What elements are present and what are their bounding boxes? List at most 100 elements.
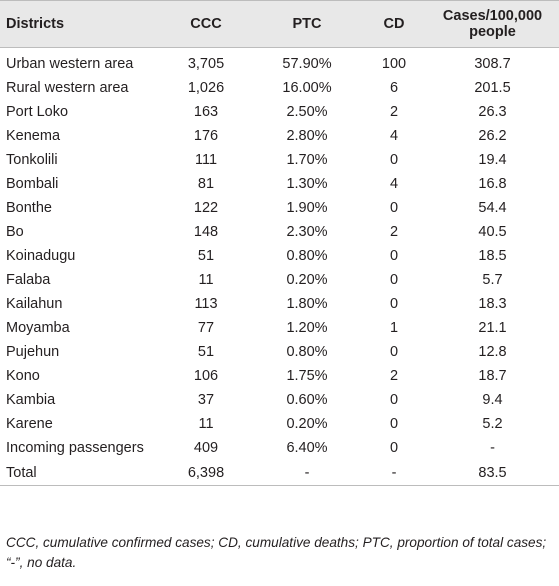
table-row: Bonthe 122 1.90% 0 54.4 [0, 196, 559, 220]
ptc-cell: 2.50% [286, 104, 328, 120]
ccc-cell: 148 [193, 224, 219, 240]
cases-per-100000-cell: 5.2 [482, 416, 503, 432]
table-body: Urban western area 3,705 57.90% 100 308.7 Rur… [0, 48, 559, 486]
cd-cell: 0 [389, 152, 399, 168]
ptc-cell: 6.40% [286, 440, 328, 456]
table-row: Koinadugu 51 0.80% 0 18.5 [0, 244, 559, 268]
district-cell: Karene [6, 416, 53, 432]
district-cell: Urban western area [6, 56, 134, 72]
ptc-cell: 57.90% [282, 56, 332, 72]
table-row: Pujehun 51 0.80% 0 12.8 [0, 340, 559, 364]
ptc-cell: 0.60% [286, 392, 328, 408]
table-row: Urban western area 3,705 57.90% 100 308.7 [0, 48, 559, 77]
district-cell: Bombali [6, 176, 59, 192]
table-row: Falaba 11 0.20% 0 5.7 [0, 268, 559, 292]
cd-cell: 2 [389, 224, 399, 240]
cases-per-100000-cell: 9.4 [482, 392, 503, 408]
ccc-cell: 176 [193, 128, 219, 144]
district-cell: Kenema [6, 128, 61, 144]
cases-per-100000-cell: 5.7 [482, 272, 503, 288]
cd-cell: 0 [389, 200, 399, 216]
table-row: Kailahun 113 1.80% 0 18.3 [0, 292, 559, 316]
ptc-cell: 0.80% [286, 248, 328, 264]
ptc-cell: 1.20% [286, 320, 328, 336]
column-header-ptc: PTC [252, 0, 362, 48]
cd-cell: 0 [389, 440, 399, 456]
district-cell: Kambia [6, 392, 56, 408]
cd-cell: 6 [389, 80, 399, 96]
cd-cell: 4 [389, 176, 399, 192]
ccc-cell: 113 [194, 296, 218, 312]
cases-per-100000-cell: 21.1 [478, 320, 507, 336]
column-header-ccc: CCC [160, 0, 252, 48]
table-row: Tonkolili 111 1.70% 0 19.4 [0, 148, 559, 172]
district-cell: Incoming passengers [6, 440, 144, 456]
ccc-cell: 106 [193, 368, 219, 384]
table-row: Total 6,398- -83.5 [0, 460, 559, 486]
district-cell: Port Loko [6, 104, 69, 120]
cases-per-100000-cell: 83.5 [426, 460, 559, 486]
cd-cell: 0 [389, 344, 399, 360]
table-footnote: CCC, cumulative confirmed cases; CD, cum… [6, 535, 547, 570]
ptc-cell: 2.80% [286, 128, 328, 144]
cases-per-100000-cell: 12.8 [478, 344, 507, 360]
district-cell: Kailahun [6, 296, 63, 312]
ccc-cell: 51 [197, 248, 215, 264]
table-row: Incoming passengers 409 6.40% 0 - [0, 436, 559, 460]
district-cell: Bo [6, 224, 24, 240]
cd-cell: 0 [389, 296, 399, 312]
ccc-cell: 163 [193, 104, 219, 120]
district-cell: Koinadugu [6, 248, 76, 264]
ptc-cell: 1.30% [286, 176, 328, 192]
ccc-cell: 11 [198, 416, 214, 432]
table-row: Kenema 176 2.80% 4 26.2 [0, 124, 559, 148]
district-cell: Pujehun [6, 344, 60, 360]
cases-per-100000-cell: 54.4 [478, 200, 507, 216]
cd-cell: - [362, 460, 426, 486]
ptc-cell: 0.20% [286, 272, 328, 288]
cd-cell: 0 [389, 272, 399, 288]
table-row: Kambia 37 0.60% 0 9.4 [0, 388, 559, 412]
ccc-cell: 77 [197, 320, 215, 336]
cd-cell: 100 [381, 56, 407, 72]
ccc-cell: 1,026 [187, 80, 225, 96]
ccc-cell: 37 [197, 392, 215, 408]
cases-per-100000-cell: 18.5 [478, 248, 507, 264]
cases-per-100000-cell: 308.7 [474, 56, 511, 72]
ptc-cell: 16.00% [282, 80, 332, 96]
ptc-cell: 1.80% [286, 296, 328, 312]
ccc-cell: 81 [197, 176, 215, 192]
cd-cell: 0 [389, 248, 399, 264]
district-cell: Total [0, 460, 160, 486]
district-cell: Kono [6, 368, 40, 384]
district-cell: Moyamba [6, 320, 70, 336]
ptc-cell: 1.70% [286, 152, 328, 168]
cd-cell: 2 [389, 368, 399, 384]
cases-per-100000-cell: 201.5 [474, 80, 511, 96]
ptc-cell: 1.90% [286, 200, 328, 216]
column-header-cd: CD [362, 0, 426, 48]
cases-per-100000-cell: 16.8 [478, 176, 507, 192]
ccc-cell: 6,398 [160, 460, 252, 486]
table-row: Karene 11 0.20% 0 5.2 [0, 412, 559, 436]
cases-per-100000-cell: 40.5 [478, 224, 507, 240]
district-cell: Bonthe [6, 200, 52, 216]
table-row: Bo 148 2.30% 2 40.5 [0, 220, 559, 244]
cases-per-100000-cell: 26.3 [478, 104, 507, 120]
column-header-districts: Districts [0, 0, 160, 48]
cd-cell: 1 [389, 320, 399, 336]
table-row: Moyamba 77 1.20% 1 21.1 [0, 316, 559, 340]
cd-cell: 0 [389, 392, 399, 408]
ptc-cell: 0.80% [286, 344, 328, 360]
cases-per-100000-cell: 26.2 [478, 128, 507, 144]
table-row: Kono 106 1.75% 2 18.7 [0, 364, 559, 388]
ccc-cell: 122 [193, 200, 219, 216]
cd-cell: 0 [389, 416, 399, 432]
districts-table: Districts CCC PTC CD Cases/100,000 peopl… [0, 0, 559, 486]
ptc-cell: 1.75% [286, 368, 328, 384]
ptc-cell: 0.20% [286, 416, 328, 432]
ccc-cell: 3,705 [187, 56, 225, 72]
ccc-cell: 409 [193, 440, 219, 456]
cases-per-100000-cell: - [490, 440, 495, 456]
